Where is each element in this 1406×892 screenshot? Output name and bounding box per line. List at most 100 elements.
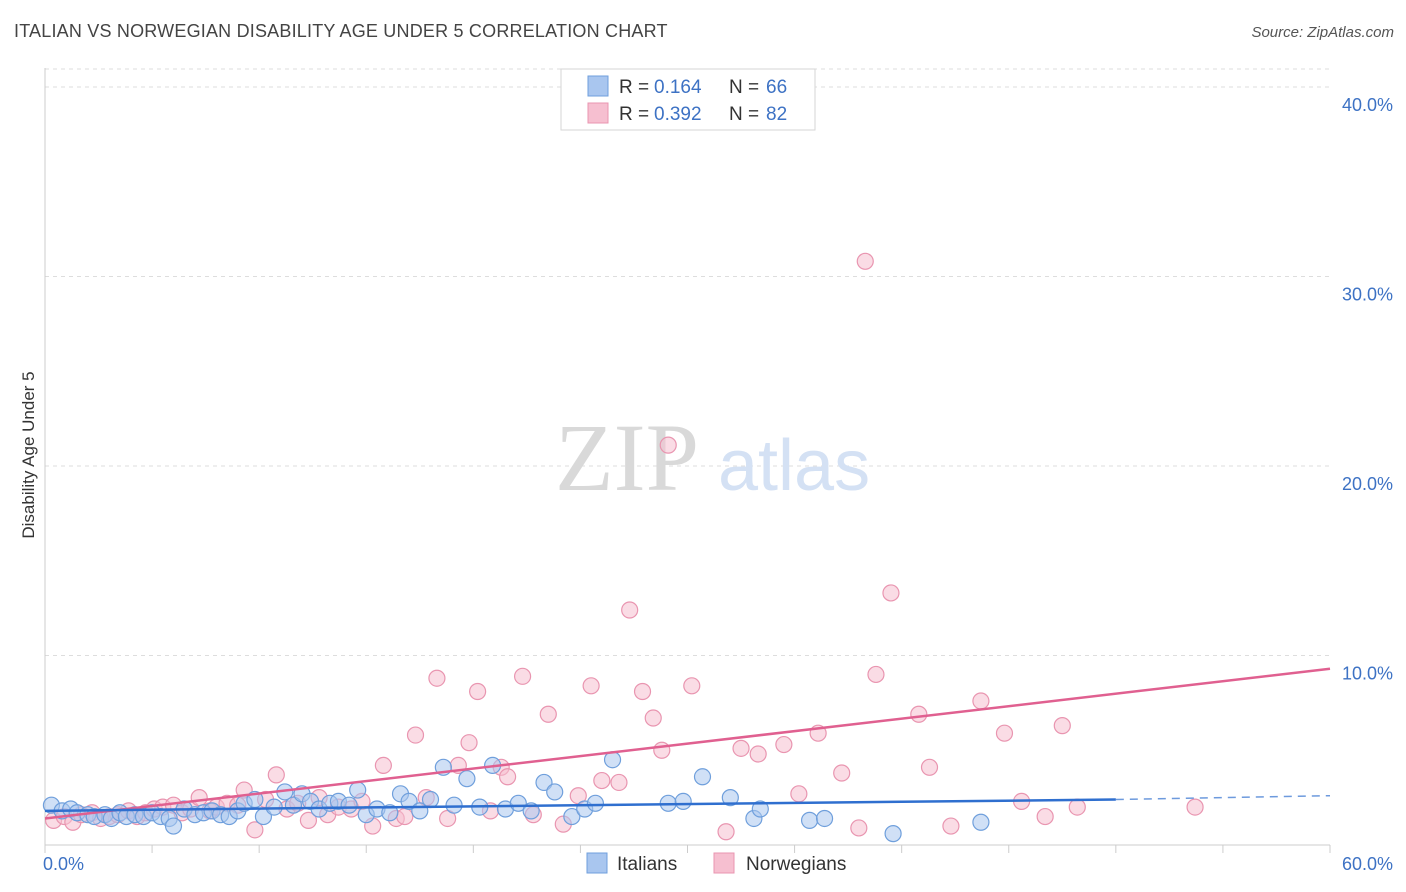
trend-lines <box>44 667 1331 820</box>
legend-norwegians-n-label: N = <box>729 104 759 125</box>
norwegians-point <box>299 811 318 829</box>
italians-point <box>421 790 440 809</box>
italians-point <box>815 809 834 828</box>
norwegians-point <box>659 436 677 454</box>
legend-norwegians-swatch <box>587 102 609 124</box>
x-tick-label: 60.0% <box>1342 854 1393 874</box>
norwegians-point <box>1036 807 1054 826</box>
y-axis-label: Disability Age Under 5 <box>19 371 38 538</box>
norwegians-point <box>582 677 600 695</box>
y-tick-label: 10.0% <box>1342 663 1393 683</box>
legend-italians-n-label: N = <box>729 77 759 98</box>
italians-point <box>884 825 902 843</box>
norwegians-point <box>749 745 767 763</box>
norwegians-point <box>593 771 611 790</box>
norwegians-point <box>1053 717 1071 735</box>
italians-point <box>721 789 739 807</box>
legend-bottom-norwegians-swatch[interactable] <box>713 852 735 874</box>
norwegians-point <box>732 739 750 757</box>
norwegians-point <box>920 758 939 776</box>
legend-top: R = 0.164 N = 66 R = 0.392 N = 82 <box>560 68 816 131</box>
x-tick-marks <box>44 845 1331 853</box>
watermark-atlas: atlas <box>718 426 870 506</box>
legend-norwegians-n-value: 82 <box>766 104 787 125</box>
norwegians-point <box>856 252 874 270</box>
legend-italians-r-value: 0.164 <box>654 77 702 98</box>
italians-point <box>340 796 358 814</box>
italians-point <box>800 811 819 829</box>
norwegians-trend-line <box>44 667 1331 820</box>
italians-point <box>381 804 399 822</box>
italians-point <box>674 792 692 811</box>
x-tick-label: 0.0% <box>43 854 84 874</box>
norwegians-point <box>621 601 639 619</box>
italians-point <box>164 817 183 835</box>
italians-point <box>400 792 418 811</box>
norwegians-point <box>633 682 652 701</box>
italians-trend-extension <box>1115 794 1331 801</box>
legend-italians-swatch <box>587 75 609 97</box>
norwegians-point <box>539 705 557 723</box>
norwegians-point <box>833 764 851 782</box>
x-tick-labels: 0.0% 60.0% <box>43 854 1393 874</box>
norwegians-point <box>1068 798 1086 816</box>
norwegians-point <box>882 584 900 602</box>
norwegians-point <box>190 789 208 807</box>
legend-norwegians-r-label: R = <box>619 104 649 125</box>
norwegians-point <box>513 667 532 685</box>
norwegians-point <box>1186 798 1204 816</box>
norwegians-point <box>460 734 478 752</box>
y-tick-label: 20.0% <box>1342 474 1393 494</box>
legend-bottom-italians-label[interactable]: Italians <box>617 854 677 875</box>
norwegians-point <box>790 785 808 803</box>
italians-points <box>42 751 990 843</box>
source-label: Source: ZipAtlas.com <box>1251 24 1394 41</box>
norwegians-point <box>374 756 392 775</box>
italians-point <box>693 768 712 786</box>
norwegians-point <box>267 766 285 784</box>
y-tick-label: 40.0% <box>1342 95 1393 115</box>
watermark-zip: ZIP <box>555 404 699 511</box>
norwegians-point <box>717 823 735 841</box>
y-tick-labels: 10.0% 20.0% 30.0% 40.0% <box>1342 95 1393 684</box>
italians-point <box>458 770 476 788</box>
norwegians-point <box>610 773 628 792</box>
italians-point <box>445 796 463 814</box>
legend-italians-n-value: 66 <box>766 77 787 98</box>
italians-point <box>972 813 990 831</box>
italians-point <box>546 783 564 801</box>
legend-bottom: Italians Norwegians <box>586 852 846 875</box>
norwegians-point <box>469 682 487 701</box>
italians-point <box>265 798 283 816</box>
norwegians-point <box>683 677 701 695</box>
chart-title: ITALIAN VS NORWEGIAN DISABILITY AGE UNDE… <box>14 21 668 41</box>
norwegians-point <box>499 768 517 786</box>
italians-point <box>349 781 367 799</box>
norwegians-point <box>775 735 793 754</box>
italians-trend-line <box>44 798 1116 813</box>
norwegians-point <box>644 709 662 727</box>
norwegians-point <box>428 669 446 687</box>
legend-italians-r-label: R = <box>619 77 649 98</box>
legend-bottom-norwegians-label[interactable]: Norwegians <box>746 854 846 875</box>
italians-point <box>563 807 581 826</box>
italians-point <box>535 773 553 792</box>
legend-norwegians-r-value: 0.392 <box>654 104 702 125</box>
norwegians-point <box>995 724 1014 742</box>
norwegians-point <box>396 807 414 826</box>
gridlines <box>45 68 1330 656</box>
norwegians-point <box>246 821 264 839</box>
norwegians-point <box>406 726 425 744</box>
italians-point <box>586 794 605 812</box>
italians-point <box>751 800 769 818</box>
norwegians-point <box>653 741 671 759</box>
norwegians-point <box>910 705 928 723</box>
norwegians-point <box>867 665 885 684</box>
italians-point <box>509 794 527 812</box>
legend-bottom-italians-swatch[interactable] <box>586 852 608 874</box>
y-tick-label: 30.0% <box>1342 284 1393 304</box>
norwegians-point <box>850 819 868 837</box>
norwegians-point <box>972 692 990 710</box>
norwegians-point <box>942 817 960 835</box>
